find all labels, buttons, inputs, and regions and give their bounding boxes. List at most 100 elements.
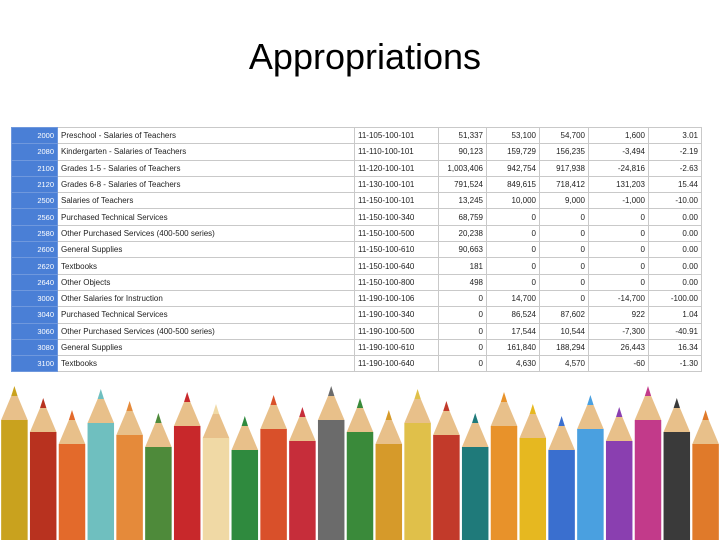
row-value-1: 13,245	[438, 192, 487, 210]
row-change: 0	[588, 224, 649, 243]
row-value-2: 0	[486, 273, 540, 291]
row-value-3: 156,235	[539, 143, 589, 161]
row-description: General Supplies	[57, 241, 355, 259]
row-account: 11-120-100-101	[354, 159, 439, 177]
row-value-3: 0	[539, 208, 589, 226]
pencil-body	[548, 450, 575, 540]
pencil-body	[692, 444, 719, 540]
table-row: 3000 Other Salaries for Instruction 11-190…	[11, 289, 702, 308]
row-account: 11-190-100-610	[354, 338, 439, 357]
row-value-3: 718,412	[539, 175, 589, 194]
row-code: 2100	[11, 159, 58, 177]
row-percent: -1.30	[648, 355, 702, 373]
row-percent: -10.00	[648, 192, 702, 210]
row-value-3: 54,700	[539, 126, 589, 145]
row-code: 2500	[11, 192, 58, 210]
row-description: Textbooks	[57, 355, 355, 373]
row-account: 11-150-100-800	[354, 273, 439, 291]
pencil-tip	[644, 386, 652, 396]
row-code: 2620	[11, 257, 58, 275]
table-row: 2580 Other Purchased Services (400-500 se…	[11, 224, 702, 243]
pencil-wood	[461, 423, 489, 447]
row-percent: -100.00	[648, 289, 702, 308]
pencil-wood	[317, 396, 345, 420]
row-account: 11-150-100-340	[354, 208, 439, 226]
row-account: 11-190-100-340	[354, 306, 439, 324]
row-description: Preschool - Salaries of Teachers	[57, 126, 355, 145]
row-change: 0	[588, 208, 649, 226]
pencil-wood	[173, 402, 201, 426]
pencil-wood	[29, 408, 57, 432]
pencil-tip	[385, 410, 392, 420]
row-description: Purchased Technical Services	[57, 306, 355, 324]
row-account: 11-190-100-640	[354, 355, 439, 373]
row-value-3: 0	[539, 257, 589, 275]
pencil-wood	[260, 405, 287, 429]
row-value-2: 161,840	[486, 338, 540, 357]
row-value-3: 4,570	[539, 355, 589, 373]
pencil-body	[145, 447, 172, 540]
pencil-tip	[299, 407, 306, 417]
slide-title: Appropriations	[248, 36, 482, 77]
row-change: -7,300	[588, 322, 649, 340]
pencil-body	[605, 441, 633, 540]
pencil-tip	[356, 398, 364, 408]
row-percent: 0.00	[648, 224, 702, 243]
row-account: 11-110-100-101	[354, 143, 439, 161]
pencil-body	[58, 444, 86, 540]
row-value-3: 0	[539, 241, 589, 259]
pencil-body	[404, 423, 431, 540]
pencil-body	[1, 420, 28, 540]
pencil-body	[317, 420, 345, 540]
row-account: 11-150-100-101	[354, 192, 439, 210]
row-account: 11-150-100-640	[354, 257, 439, 275]
pencil-tip	[414, 389, 421, 399]
pencil-wood	[1, 396, 28, 420]
row-code: 2000	[11, 126, 58, 145]
pencil-wood	[663, 408, 691, 432]
row-value-1: 791,524	[438, 175, 487, 194]
table-row: 3100 Textbooks 11-190-100-640 0 4,630 4,570 -6…	[11, 355, 702, 373]
row-value-2: 159,729	[486, 143, 540, 161]
row-description: Kindergarten - Salaries of Teachers	[57, 143, 355, 161]
table-row: 2000 Preschool - Salaries of Teachers 11-1…	[11, 126, 702, 145]
pencil-wood	[404, 399, 431, 423]
pencil-wood	[116, 411, 143, 435]
table-row: 2120 Grades 6-8 - Salaries of Teachers 11-…	[11, 175, 702, 194]
row-value-2: 0	[486, 257, 540, 275]
row-code: 2120	[11, 175, 58, 194]
pencil-tip	[673, 398, 680, 408]
pencil-wood	[692, 420, 719, 444]
pencil-wood	[577, 405, 604, 429]
pencil-body	[87, 423, 115, 540]
row-change: 26,443	[588, 338, 649, 357]
row-percent: 15.44	[648, 175, 702, 194]
table-row: 2600 General Supplies 11-150-100-610 90,663…	[11, 241, 702, 259]
row-percent: 0.00	[648, 241, 702, 259]
pencil-body	[231, 450, 259, 540]
pencil-tip	[212, 404, 220, 414]
row-account: 11-150-100-500	[354, 224, 439, 243]
pencil-tip	[40, 398, 47, 408]
row-value-1: 0	[438, 338, 487, 357]
row-value-3: 0	[539, 289, 589, 308]
row-change: -60	[588, 355, 649, 373]
row-value-2: 53,100	[486, 126, 540, 145]
row-value-3: 9,000	[539, 192, 589, 210]
row-percent: -2.63	[648, 159, 702, 177]
pencil-tip	[97, 389, 104, 399]
pencil-tip	[529, 404, 536, 414]
table-row: 2640 Other Objects 11-150-100-800 498 0 0 0 0.0…	[11, 273, 702, 291]
pencil-body	[375, 444, 403, 540]
row-value-2: 14,700	[486, 289, 540, 308]
pencil-wood	[433, 411, 460, 435]
pencil-body	[346, 432, 374, 540]
row-value-2: 10,000	[486, 192, 540, 210]
pencil-wood	[519, 414, 547, 438]
row-value-2: 4,630	[486, 355, 540, 373]
row-change: 0	[588, 273, 649, 291]
pencil-wood	[231, 426, 259, 450]
pencil-wood	[58, 420, 86, 444]
pencil-tip	[443, 401, 450, 411]
pencil-wood	[375, 420, 403, 444]
